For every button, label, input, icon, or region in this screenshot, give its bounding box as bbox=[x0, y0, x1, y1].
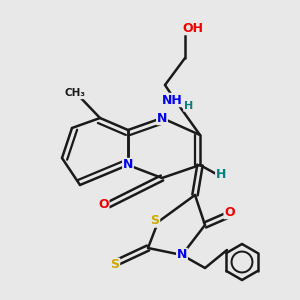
Text: OH: OH bbox=[182, 22, 203, 34]
Text: N: N bbox=[177, 248, 187, 262]
Text: S: S bbox=[151, 214, 160, 227]
Text: N: N bbox=[157, 112, 167, 124]
Text: O: O bbox=[224, 206, 235, 218]
Text: H: H bbox=[184, 101, 193, 111]
Text: NH: NH bbox=[162, 94, 182, 106]
Text: S: S bbox=[110, 259, 119, 272]
Text: N: N bbox=[123, 158, 133, 172]
Text: CH₃: CH₃ bbox=[64, 88, 86, 98]
Text: H: H bbox=[216, 169, 226, 182]
Text: O: O bbox=[98, 199, 109, 212]
